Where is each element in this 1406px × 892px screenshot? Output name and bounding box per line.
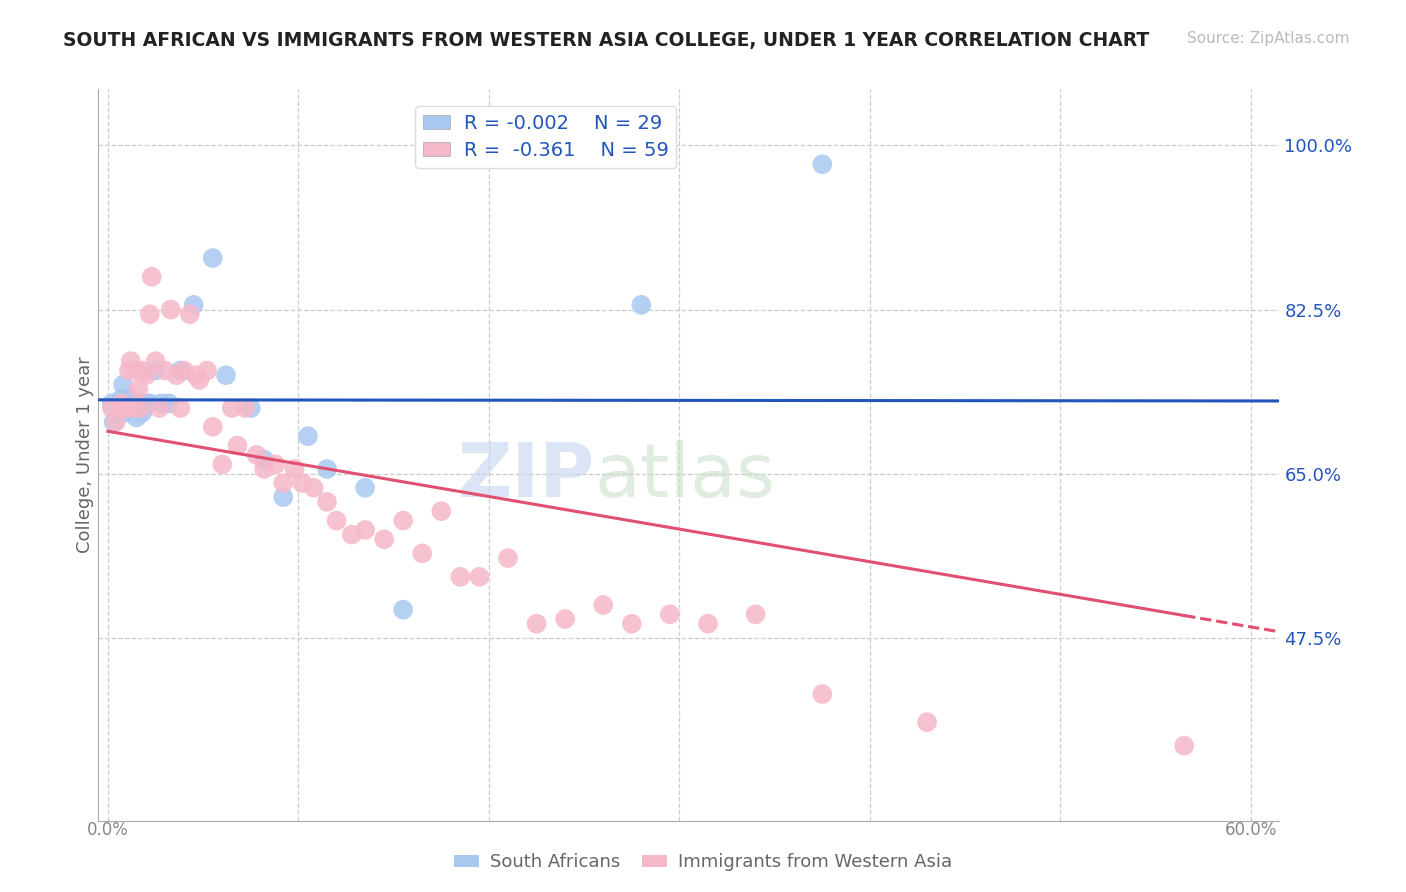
Point xyxy=(183,298,205,312)
Point xyxy=(145,354,167,368)
Point xyxy=(121,392,143,406)
Point xyxy=(100,396,122,410)
Point xyxy=(811,687,834,701)
Point xyxy=(157,396,180,410)
Text: 60.0%: 60.0% xyxy=(1225,821,1277,838)
Point xyxy=(120,401,142,415)
Point xyxy=(526,616,548,631)
Text: SOUTH AFRICAN VS IMMIGRANTS FROM WESTERN ASIA COLLEGE, UNDER 1 YEAR CORRELATION : SOUTH AFRICAN VS IMMIGRANTS FROM WESTERN… xyxy=(63,31,1150,50)
Point xyxy=(129,401,152,415)
Point xyxy=(373,533,395,547)
Point xyxy=(915,715,938,730)
Point xyxy=(125,410,148,425)
Point xyxy=(468,570,491,584)
Point xyxy=(226,438,249,452)
Legend: South Africans, Immigrants from Western Asia: South Africans, Immigrants from Western … xyxy=(447,847,959,879)
Point xyxy=(104,415,127,429)
Point xyxy=(110,396,132,410)
Point xyxy=(744,607,766,622)
Point xyxy=(159,302,181,317)
Point xyxy=(340,527,363,541)
Point xyxy=(411,546,433,560)
Point xyxy=(139,396,162,410)
Point xyxy=(145,363,167,377)
Point xyxy=(658,607,681,622)
Point xyxy=(354,481,377,495)
Legend: R = -0.002    N = 29, R =  -0.361    N = 59: R = -0.002 N = 29, R = -0.361 N = 59 xyxy=(415,106,676,168)
Point xyxy=(127,382,149,396)
Point xyxy=(135,368,157,383)
Point xyxy=(811,157,834,171)
Point xyxy=(316,462,339,476)
Point xyxy=(100,401,122,415)
Text: Source: ZipAtlas.com: Source: ZipAtlas.com xyxy=(1187,31,1350,46)
Point xyxy=(392,602,415,616)
Point xyxy=(316,495,339,509)
Point xyxy=(110,392,132,406)
Point xyxy=(271,490,294,504)
Point xyxy=(554,612,576,626)
Point xyxy=(215,368,238,383)
Point xyxy=(697,616,720,631)
Point xyxy=(201,251,224,265)
Point xyxy=(131,363,153,377)
Point xyxy=(221,401,243,415)
Point xyxy=(297,429,319,443)
Point xyxy=(630,298,652,312)
Point xyxy=(169,401,191,415)
Point xyxy=(195,363,218,377)
Point xyxy=(112,377,135,392)
Point xyxy=(112,401,135,415)
Point xyxy=(245,448,267,462)
Point xyxy=(103,415,125,429)
Point xyxy=(135,396,157,410)
Point xyxy=(392,514,415,528)
Point xyxy=(271,476,294,491)
Point xyxy=(120,354,142,368)
Point xyxy=(129,401,152,415)
Text: ZIP: ZIP xyxy=(457,441,595,514)
Point xyxy=(496,551,519,566)
Point xyxy=(184,368,207,383)
Point xyxy=(233,401,256,415)
Point xyxy=(354,523,377,537)
Point xyxy=(127,396,149,410)
Text: 0.0%: 0.0% xyxy=(87,821,129,838)
Point xyxy=(620,616,643,631)
Text: atlas: atlas xyxy=(595,441,776,514)
Point xyxy=(150,396,173,410)
Point xyxy=(173,363,195,377)
Point xyxy=(166,368,188,383)
Point xyxy=(131,406,153,420)
Point xyxy=(264,458,287,472)
Point xyxy=(188,373,211,387)
Point xyxy=(1173,739,1195,753)
Point xyxy=(121,401,143,415)
Point xyxy=(239,401,262,415)
Point xyxy=(118,363,141,377)
Point xyxy=(253,462,276,476)
Point xyxy=(291,476,314,491)
Point xyxy=(302,481,325,495)
Point xyxy=(201,419,224,434)
Point xyxy=(139,307,162,321)
Point xyxy=(211,458,233,472)
Y-axis label: College, Under 1 year: College, Under 1 year xyxy=(76,357,94,553)
Point xyxy=(430,504,453,518)
Point xyxy=(169,363,191,377)
Point xyxy=(179,307,201,321)
Point xyxy=(253,452,276,467)
Point xyxy=(449,570,471,584)
Point xyxy=(115,401,138,415)
Point xyxy=(284,462,307,476)
Point xyxy=(148,401,170,415)
Point xyxy=(141,269,163,284)
Point xyxy=(125,363,148,377)
Point xyxy=(325,514,347,528)
Point xyxy=(153,363,176,377)
Point xyxy=(592,598,614,612)
Point xyxy=(114,406,136,420)
